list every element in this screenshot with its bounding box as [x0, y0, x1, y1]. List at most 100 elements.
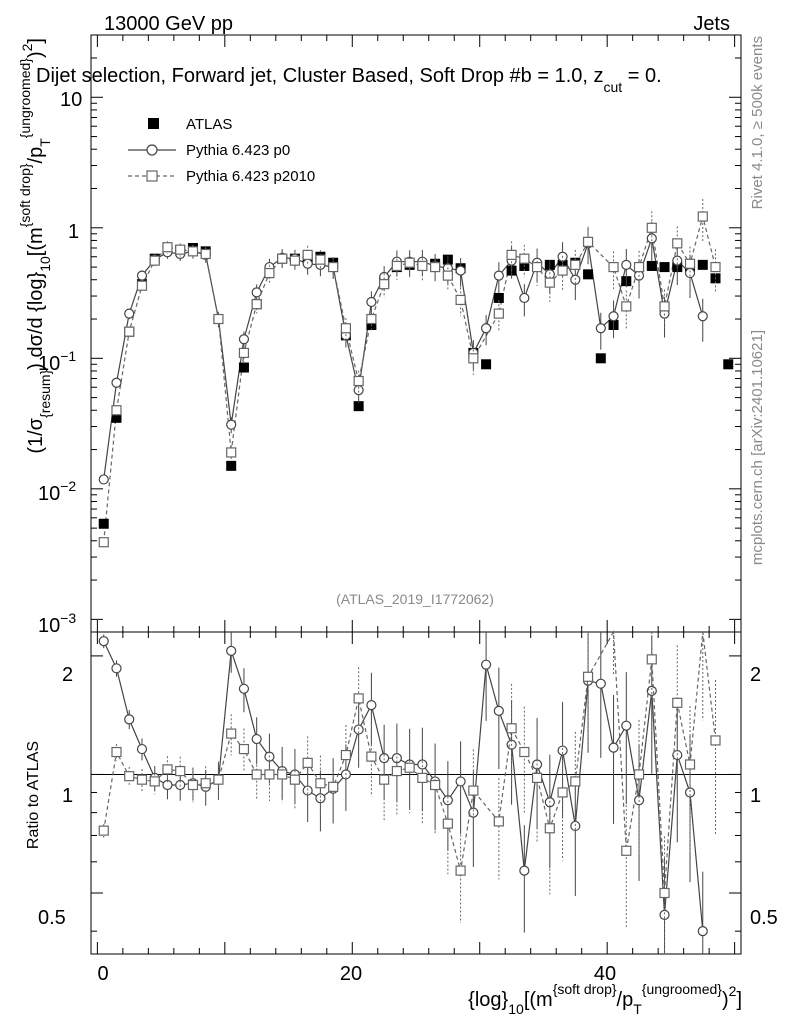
p2010-point [98, 537, 109, 548]
ytick-main-0.001: 10−3 [38, 610, 76, 637]
ratio-p2010-point [544, 823, 555, 834]
p2010-point [430, 261, 441, 273]
plot-title: Dijet selection, Forward jet, Cluster Ba… [36, 65, 662, 95]
ytick-main-10: 10 [60, 89, 82, 111]
atlas-point [98, 518, 109, 529]
analysis-label: (ATLAS_2019_I1772062) [336, 591, 494, 607]
p0-point [493, 270, 504, 281]
x-tick-labels: 0 20 40 [97, 963, 616, 985]
p2010-point [544, 277, 555, 288]
p2010-point [468, 353, 479, 364]
atlas-point [226, 460, 237, 471]
p0-point [519, 292, 530, 304]
p0-point [595, 323, 606, 334]
atlas-point [493, 292, 504, 303]
p2010-point [302, 249, 313, 260]
ratio-p0-point [98, 636, 109, 647]
p2010-point [442, 270, 453, 281]
ratio-p2010-point [353, 693, 364, 704]
p0-point [480, 323, 492, 334]
p2010-point [646, 222, 657, 233]
legend-label-p2010: Pythia 6.423 p2010 [186, 168, 315, 185]
ratio-y-axis-label: Ratio to ATLAS [25, 741, 42, 849]
ytick-main-0.1: 10−1 [38, 348, 76, 375]
p2010-point [710, 261, 721, 273]
main-y-tick-labels: 10 1 10−1 10−2 10−3 [38, 89, 82, 637]
atlas-point [659, 262, 670, 273]
p0-point [302, 258, 313, 269]
p2010-point [136, 280, 148, 291]
process-label: Jets [693, 13, 730, 35]
ratio-p2010-point [226, 728, 237, 739]
p2010-point [621, 301, 632, 312]
p2010-point [633, 261, 645, 273]
p2010-point [684, 258, 696, 269]
ratio-p0-point [621, 720, 632, 731]
p2010-point [251, 299, 262, 310]
p0-point [111, 377, 122, 388]
ytick-main-0.01: 10−2 [38, 478, 76, 505]
ratio-p2010-point [442, 818, 453, 829]
ratio-p2010-point [582, 671, 594, 682]
xtick-0: 0 [97, 963, 108, 985]
xtick-20: 20 [340, 963, 362, 985]
legend-label-atlas: ATLAS [186, 116, 232, 133]
p2010-point [200, 248, 211, 260]
ratio-p0-point [493, 705, 504, 717]
p2010-point [238, 347, 250, 359]
series-line-pythia-6.423-p0 [103, 238, 704, 480]
legend-marker-p0 [146, 144, 158, 156]
ratio-p2010-point [289, 774, 301, 785]
ratio-panel-frame [90, 631, 742, 955]
ratio-p2010-point [430, 779, 441, 791]
p2010-point [366, 313, 377, 325]
p2010-point [289, 255, 301, 266]
ratio-p2010-point [251, 769, 262, 780]
ratio-p2010-point [302, 757, 313, 768]
ratio-p2010-point [646, 654, 657, 665]
xtick-40: 40 [594, 963, 616, 985]
ratio-p2010-point [213, 774, 224, 785]
ratio-p0-point [684, 787, 696, 798]
p2010-point [340, 323, 352, 334]
p2010-point [315, 254, 326, 265]
ratio-p0-point [226, 645, 237, 656]
p2010-point [417, 260, 428, 272]
p2010-point [379, 279, 390, 290]
p2010-point [506, 249, 517, 260]
ytick-ratio-1-right: 1 [750, 785, 761, 807]
ratio-p0-point [417, 759, 428, 770]
ytick-ratio-0.5-right: 0.5 [750, 907, 778, 929]
ratio-p2010-point [187, 779, 199, 791]
p2010-point [328, 261, 339, 273]
ratio-p2010-point [684, 759, 696, 770]
ratio-p0-point [468, 807, 479, 818]
atlas-point [583, 269, 594, 280]
axis-ticks [91, 34, 741, 954]
p0-point [124, 308, 135, 319]
p2010-point [124, 326, 135, 337]
main-y-axis-label: (1/σ{resum}) dσ/d {log}10[(m{soft drop}/… [17, 38, 53, 454]
ratio-p2010-point [493, 816, 504, 827]
p2010-point [531, 261, 543, 273]
ratio-p0-point [608, 742, 619, 753]
ratio-p2010-point [531, 772, 543, 784]
atlas-point [238, 362, 249, 373]
legend-marker-p2010 [146, 170, 158, 182]
atlas-point [595, 353, 606, 364]
ratio-p0-point [595, 678, 606, 689]
x-axis-label: {log}10[(m{soft drop}/pT{ungroomed})2] [468, 981, 742, 1017]
p2010-point [697, 211, 708, 222]
ratio-p2010-point [506, 723, 517, 734]
p2010-point [213, 313, 224, 325]
ratio-p0-point [557, 745, 568, 756]
ratio-p0-point [136, 743, 148, 755]
p2010-point [111, 405, 122, 416]
ratio-p0-point [366, 700, 377, 711]
atlas-point [111, 412, 122, 423]
p2010-point [659, 301, 670, 312]
ratio-p0-point [251, 733, 262, 745]
ratio-p0-point [519, 865, 530, 876]
ratio-p0-point [480, 659, 492, 670]
